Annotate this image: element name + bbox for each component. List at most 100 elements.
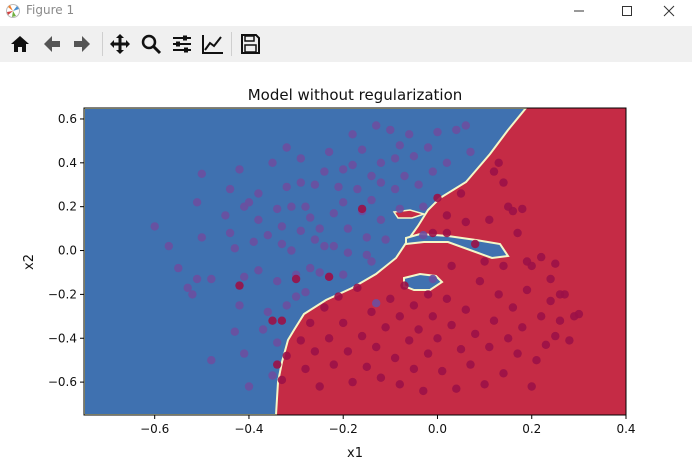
point-class-1 — [320, 303, 329, 312]
point-class-1 — [461, 305, 470, 314]
point-class-0 — [362, 250, 371, 260]
point-class-0 — [343, 224, 353, 233]
subplots-icon — [173, 35, 191, 53]
point-class-1 — [343, 347, 353, 356]
point-class-1 — [508, 206, 518, 216]
point-class-0 — [339, 198, 348, 207]
point-class-1 — [367, 307, 376, 317]
point-class-0 — [310, 235, 320, 244]
maximize-icon — [622, 6, 632, 16]
point-class-1 — [480, 257, 489, 266]
point-class-0 — [320, 241, 329, 251]
point-class-0 — [414, 180, 423, 189]
point-class-0 — [249, 237, 258, 246]
zoom-button[interactable] — [137, 30, 165, 58]
point-class-1 — [442, 211, 452, 220]
point-class-0 — [348, 130, 357, 139]
point-class-1 — [447, 261, 456, 271]
point-class-1 — [508, 303, 518, 312]
data-points — [150, 121, 584, 396]
point-class-0 — [339, 165, 348, 174]
point-class-0 — [348, 160, 357, 170]
point-class-0 — [419, 202, 428, 211]
point-class-1 — [339, 318, 348, 328]
point-class-0 — [207, 356, 216, 365]
point-class-0 — [240, 349, 249, 358]
point-class-0 — [376, 158, 386, 167]
point-class-0 — [423, 143, 433, 152]
point-class-0 — [150, 222, 159, 231]
back-arrow-icon — [44, 36, 60, 52]
point-class-0 — [419, 231, 428, 240]
point-class-0 — [315, 224, 324, 233]
point-class-0 — [235, 301, 244, 310]
pan-button[interactable] — [106, 30, 134, 58]
point-class-0 — [343, 248, 353, 257]
point-class-1 — [555, 316, 565, 325]
point-class-1 — [574, 309, 584, 319]
point-class-1 — [409, 301, 419, 310]
point-class-0 — [282, 301, 291, 310]
window-titlebar: Figure 1 — [0, 0, 692, 22]
point-class-1 — [499, 261, 508, 271]
point-class-1 — [409, 364, 419, 374]
minimize-button[interactable] — [556, 0, 602, 22]
point-class-1 — [485, 215, 494, 224]
close-button[interactable] — [646, 0, 692, 22]
point-class-0 — [428, 167, 437, 176]
x-tick-label: 0.2 — [522, 422, 541, 436]
close-icon — [663, 5, 675, 17]
point-class-0 — [225, 184, 235, 194]
point-class-0 — [296, 226, 305, 235]
toolbar-separator — [102, 32, 103, 56]
point-class-0 — [197, 233, 206, 242]
point-class-1 — [353, 283, 362, 292]
point-class-1 — [513, 228, 522, 238]
save-button[interactable] — [236, 30, 264, 58]
maximize-button[interactable] — [604, 0, 650, 22]
forward-button[interactable] — [68, 30, 96, 58]
point-class-1 — [551, 259, 560, 268]
point-class-0 — [433, 127, 442, 137]
back-button[interactable] — [38, 30, 66, 58]
point-class-1 — [306, 318, 315, 328]
point-class-0 — [362, 233, 371, 242]
point-class-1 — [565, 336, 574, 345]
x-axis-label: x1 — [347, 446, 363, 459]
point-class-1 — [471, 329, 480, 339]
point-class-1 — [546, 274, 555, 284]
point-class-0 — [254, 215, 263, 224]
window-title: Figure 1 — [26, 3, 75, 17]
edit-axes-button[interactable] — [199, 30, 227, 58]
y-tick-label: 0.2 — [58, 200, 77, 214]
point-class-1 — [489, 167, 499, 176]
axes-frame — [83, 107, 627, 416]
navigation-toolbar — [0, 26, 692, 62]
point-class-0 — [310, 180, 320, 189]
point-class-0 — [315, 268, 324, 277]
point-class-0 — [174, 263, 183, 273]
figure-canvas[interactable]: Model without regularization −0.6 −0.4 −0.… — [0, 62, 692, 461]
point-class-0 — [353, 184, 362, 194]
point-class-1 — [400, 281, 409, 290]
point-class-0 — [273, 338, 282, 347]
point-class-1 — [518, 204, 527, 214]
point-class-0 — [461, 121, 470, 130]
point-class-1 — [301, 364, 310, 374]
y-tick-label: 0.4 — [58, 156, 77, 170]
y-tick-label: 0.6 — [58, 112, 77, 126]
point-class-0 — [367, 195, 376, 205]
point-class-1 — [438, 366, 447, 376]
point-class-1 — [499, 369, 508, 378]
point-class-1 — [348, 377, 357, 387]
point-class-0 — [390, 184, 400, 194]
plot-svg: Model without regularization −0.6 −0.4 −0.… — [22, 86, 636, 461]
point-class-1 — [310, 347, 320, 356]
subplots-button[interactable] — [168, 30, 196, 58]
home-button[interactable] — [6, 30, 34, 58]
point-class-0 — [273, 277, 282, 286]
point-class-1 — [555, 290, 565, 299]
point-class-1 — [527, 382, 536, 391]
point-class-1 — [390, 353, 400, 363]
point-class-0 — [235, 165, 244, 174]
